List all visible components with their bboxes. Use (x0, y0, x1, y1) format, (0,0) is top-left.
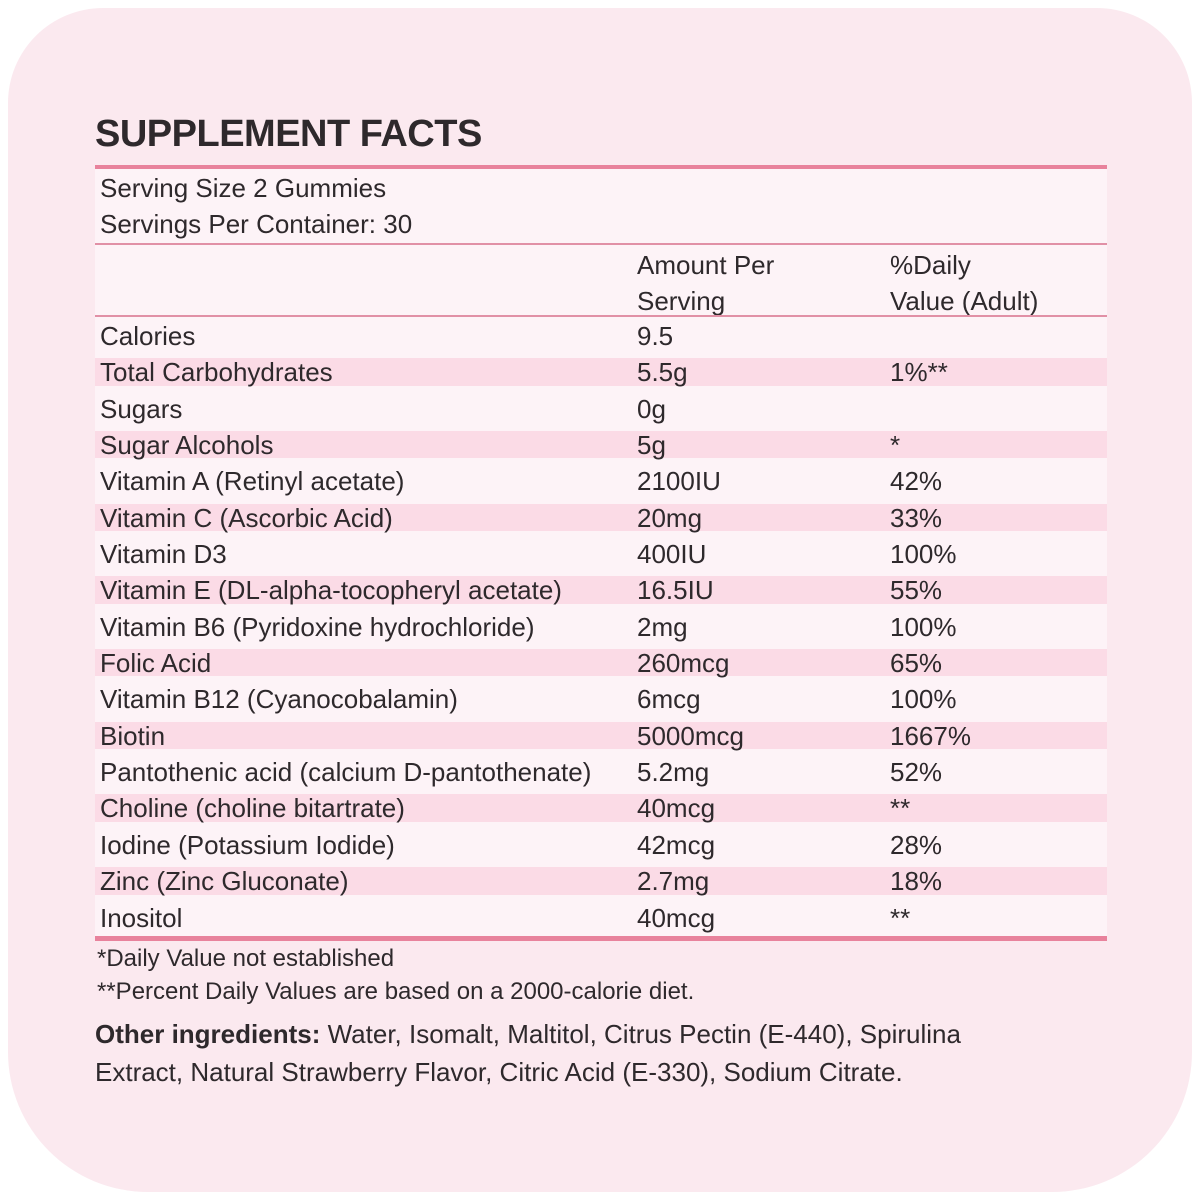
supplement-facts-panel: SUPPLEMENT FACTS Serving Size 2 Gummies … (8, 8, 1192, 1192)
table-row: Sugar Alcohols 5g * (95, 427, 1107, 463)
table-row: Vitamin C (Ascorbic Acid) 20mg 33% (95, 500, 1107, 536)
nutrient-amount: 5g (637, 430, 666, 461)
nutrient-name: Iodine (Potassium Iodide) (100, 829, 395, 860)
table-row: Sugars 0g (95, 391, 1107, 427)
nutrient-daily-value: 1%** (890, 357, 948, 388)
label-content: SUPPLEMENT FACTS Serving Size 2 Gummies … (95, 8, 1107, 1192)
nutrient-name: Inositol (100, 902, 183, 933)
other-ingredients-text1: Water, Isomalt, Maltitol, Citrus Pectin … (327, 1019, 961, 1049)
nutrient-amount: 42mcg (637, 829, 716, 860)
table-row: Total Carbohydrates 5.5g 1%** (95, 354, 1107, 390)
nutrient-daily-value: 65% (890, 648, 943, 679)
nutrient-name: Vitamin E (DL-alpha-tocopheryl acetate) (100, 575, 562, 606)
footnote-dv-not-established: *Daily Value not established (97, 945, 395, 972)
serving-size: Serving Size 2 Gummies (100, 173, 387, 203)
nutrient-table: Calories 9.5 Total Carbohydrates 5.5g 1%… (95, 318, 1107, 936)
nutrient-name: Pantothenic acid (calcium D-pantothenate… (100, 757, 592, 788)
nutrient-daily-value: ** (890, 902, 911, 933)
amount-header-line2: Serving (637, 286, 726, 316)
nutrient-amount: 260mcg (637, 648, 730, 679)
nutrient-name: Vitamin B6 (Pyridoxine hydrochloride) (100, 611, 535, 642)
table-row: Iodine (Potassium Iodide) 42mcg 28% (95, 827, 1107, 863)
column-header-daily-value: %Daily Value (Adult) (890, 247, 1038, 319)
nutrient-name: Choline (choline bitartrate) (100, 793, 405, 824)
table-row: Biotin 5000mcg 1667% (95, 718, 1107, 754)
nutrient-amount: 2100IU (637, 466, 721, 497)
footnotes: *Daily Value not established **Percent D… (97, 942, 1107, 1008)
nutrient-amount: 5000mcg (637, 720, 744, 751)
other-ingredients-label: Other ingredients: (95, 1019, 321, 1049)
nutrient-daily-value: ** (890, 793, 911, 824)
nutrient-name: Folic Acid (100, 648, 212, 679)
nutrient-daily-value: 100% (890, 611, 957, 642)
nutrient-daily-value: 100% (890, 684, 957, 715)
nutrient-name: Total Carbohydrates (100, 357, 333, 388)
page-title: SUPPLEMENT FACTS (95, 113, 482, 155)
table-row: Vitamin E (DL-alpha-tocopheryl acetate) … (95, 572, 1107, 608)
divider-serving (95, 243, 1107, 245)
divider-header (95, 315, 1107, 317)
nutrient-amount: 20mg (637, 502, 703, 533)
table-row: Vitamin B12 (Cyanocobalamin) 6mcg 100% (95, 681, 1107, 717)
other-ingredients-line1: Other ingredients: Water, Isomalt, Malti… (95, 1015, 1155, 1053)
nutrient-amount: 16.5IU (637, 575, 714, 606)
table-row: Zinc (Zinc Gluconate) 2.7mg 18% (95, 863, 1107, 899)
dv-header-line2: Value (Adult) (890, 286, 1039, 316)
amount-header-line1: Amount Per (637, 250, 775, 280)
table-row: Inositol 40mcg ** (95, 900, 1107, 936)
other-ingredients: Other ingredients: Water, Isomalt, Malti… (95, 1015, 1155, 1091)
table-row: Calories 9.5 (95, 318, 1107, 354)
nutrient-daily-value: 33% (890, 502, 943, 533)
nutrient-name: Zinc (Zinc Gluconate) (100, 866, 349, 897)
nutrient-daily-value: 55% (890, 575, 943, 606)
nutrient-daily-value: 52% (890, 757, 943, 788)
nutrient-amount: 40mcg (637, 902, 716, 933)
divider-title (95, 165, 1107, 169)
nutrient-amount: 9.5 (637, 321, 674, 351)
nutrient-name: Vitamin B12 (Cyanocobalamin) (100, 684, 458, 715)
nutrient-amount: 2.7mg (637, 866, 710, 897)
nutrient-amount: 6mcg (637, 684, 701, 715)
footnote-percent-dv: **Percent Daily Values are based on a 20… (97, 978, 695, 1005)
servings-per-container: Servings Per Container: 30 (100, 209, 413, 239)
nutrient-name: Calories (100, 321, 196, 351)
table-row: Pantothenic acid (calcium D-pantothenate… (95, 754, 1107, 790)
table-row: Vitamin B6 (Pyridoxine hydrochloride) 2m… (95, 609, 1107, 645)
nutrient-name: Vitamin D3 (100, 539, 227, 570)
dv-header-line1: %Daily (890, 250, 971, 280)
nutrient-amount: 2mg (637, 611, 688, 642)
column-headers: Amount Per Serving %Daily Value (Adult) (95, 247, 1107, 316)
table-row: Choline (choline bitartrate) 40mcg ** (95, 790, 1107, 826)
nutrient-amount: 400IU (637, 539, 707, 570)
nutrient-amount: 5.2mg (637, 757, 710, 788)
table-row: Folic Acid 260mcg 65% (95, 645, 1107, 681)
nutrient-name: Biotin (100, 720, 166, 751)
nutrient-daily-value: * (890, 430, 901, 461)
nutrient-name: Sugar Alcohols (100, 430, 274, 461)
column-header-amount: Amount Per Serving (637, 247, 774, 319)
nutrient-amount: 40mcg (637, 793, 716, 824)
other-ingredients-line2: Extract, Natural Strawberry Flavor, Citr… (95, 1057, 903, 1087)
nutrient-amount: 0g (637, 393, 666, 424)
nutrient-daily-value: 100% (890, 539, 957, 570)
nutrient-name: Sugars (100, 393, 183, 424)
divider-table-bottom (95, 936, 1107, 941)
table-row: Vitamin A (Retinyl acetate) 2100IU 42% (95, 463, 1107, 499)
serving-info: Serving Size 2 Gummies Servings Per Cont… (95, 170, 1107, 242)
nutrient-daily-value: 18% (890, 866, 943, 897)
nutrient-daily-value: 42% (890, 466, 943, 497)
table-row: Vitamin D3 400IU 100% (95, 536, 1107, 572)
nutrient-daily-value: 1667% (890, 720, 971, 751)
nutrient-daily-value: 28% (890, 829, 943, 860)
nutrient-name: Vitamin C (Ascorbic Acid) (100, 502, 393, 533)
nutrient-amount: 5.5g (637, 357, 688, 388)
nutrient-name: Vitamin A (Retinyl acetate) (100, 466, 405, 497)
